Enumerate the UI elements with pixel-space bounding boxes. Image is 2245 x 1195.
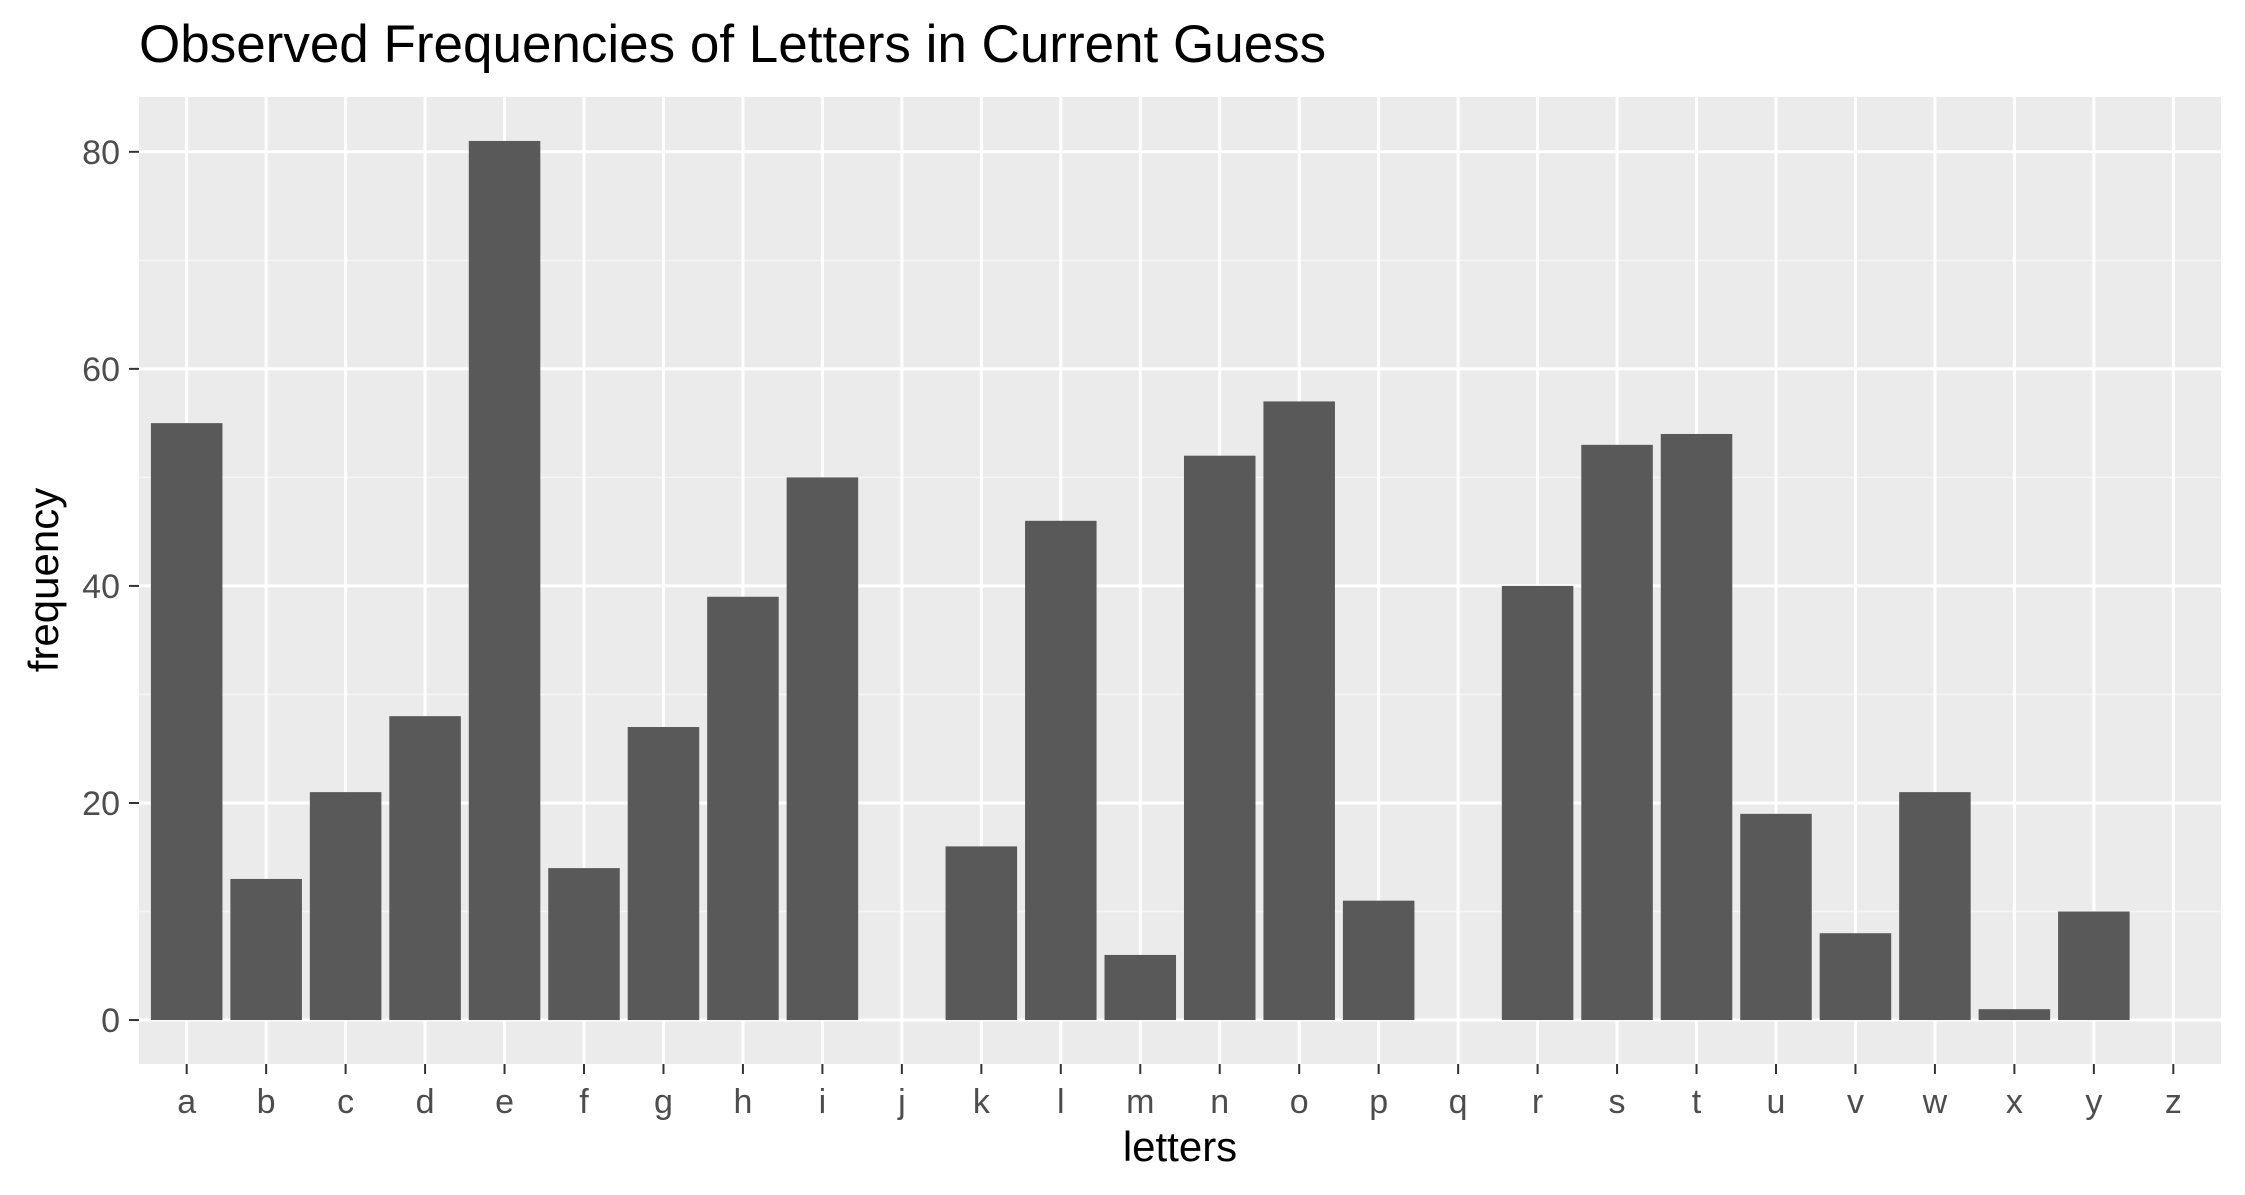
x-tick-label-a: a [177,1083,196,1121]
bar-e [468,140,541,1021]
bar-h [707,596,779,1021]
x-tick-label-b: b [257,1083,276,1121]
bar-c [309,792,382,1021]
x-axis-title: letters [1123,1123,1237,1170]
bar-o [1263,401,1335,1021]
bar-g [627,727,700,1021]
bar-a [150,423,223,1021]
x-tick-label-l: l [1057,1083,1065,1121]
x-tick-label-n: n [1210,1083,1229,1121]
bar-v [1819,933,1892,1021]
x-tick-label-g: g [654,1083,673,1121]
y-tick-label: 20 [82,785,120,823]
y-axis: 0 20 40 60 80 [82,134,139,1040]
bar-p [1342,900,1415,1021]
y-tick-label: 0 [101,1002,120,1040]
x-tick-label-u: u [1767,1083,1786,1121]
bar-d [389,716,461,1021]
x-tick-label-o: o [1290,1083,1309,1121]
x-tick-label-m: m [1126,1083,1154,1121]
x-tick-label-f: f [579,1083,589,1121]
x-tick-label-r: r [1532,1083,1543,1121]
bar-s [1581,444,1653,1021]
x-tick-label-j: j [897,1083,906,1121]
x-tick-label-c: c [337,1083,354,1121]
x-tick-label-t: t [1692,1083,1702,1121]
bar-u [1740,813,1812,1021]
bar-x [1978,1009,2051,1021]
x-tick-label-q: q [1449,1083,1468,1121]
bar-i [786,477,859,1021]
bar-l [1025,520,1097,1021]
bar-y [2058,911,2130,1021]
bar-r [1501,585,1574,1021]
x-tick-label-d: d [416,1083,435,1121]
x-tick-label-i: i [819,1083,827,1121]
bar-f [548,868,620,1021]
x-tick-label-p: p [1369,1083,1388,1121]
x-tick-label-v: v [1847,1083,1864,1121]
bar-m [1104,954,1177,1021]
x-tick-label-w: w [1922,1083,1948,1121]
chart-title: Observed Frequencies of Letters in Curre… [139,15,1326,74]
y-tick-label: 40 [82,568,120,606]
x-tick-label-x: x [2006,1083,2023,1121]
x-axis: a b c d e f g h i j k l m n o p q r s t u v w x y z [177,1064,2182,1121]
x-tick-label-h: h [733,1083,752,1121]
bar-w [1899,792,1971,1021]
y-axis-title: frequency [20,488,67,672]
x-tick-label-s: s [1609,1083,1626,1121]
bar-b [230,878,302,1021]
bars [150,140,2130,1021]
x-tick-label-y: y [2085,1083,2102,1121]
y-tick-label: 60 [82,351,120,389]
bar-n [1183,455,1256,1021]
y-tick-label: 80 [82,134,120,172]
bar-t [1660,433,1733,1021]
x-tick-label-z: z [2165,1083,2182,1121]
bar-k [945,846,1018,1021]
x-tick-label-k: k [973,1083,991,1121]
x-tick-label-e: e [495,1083,514,1121]
